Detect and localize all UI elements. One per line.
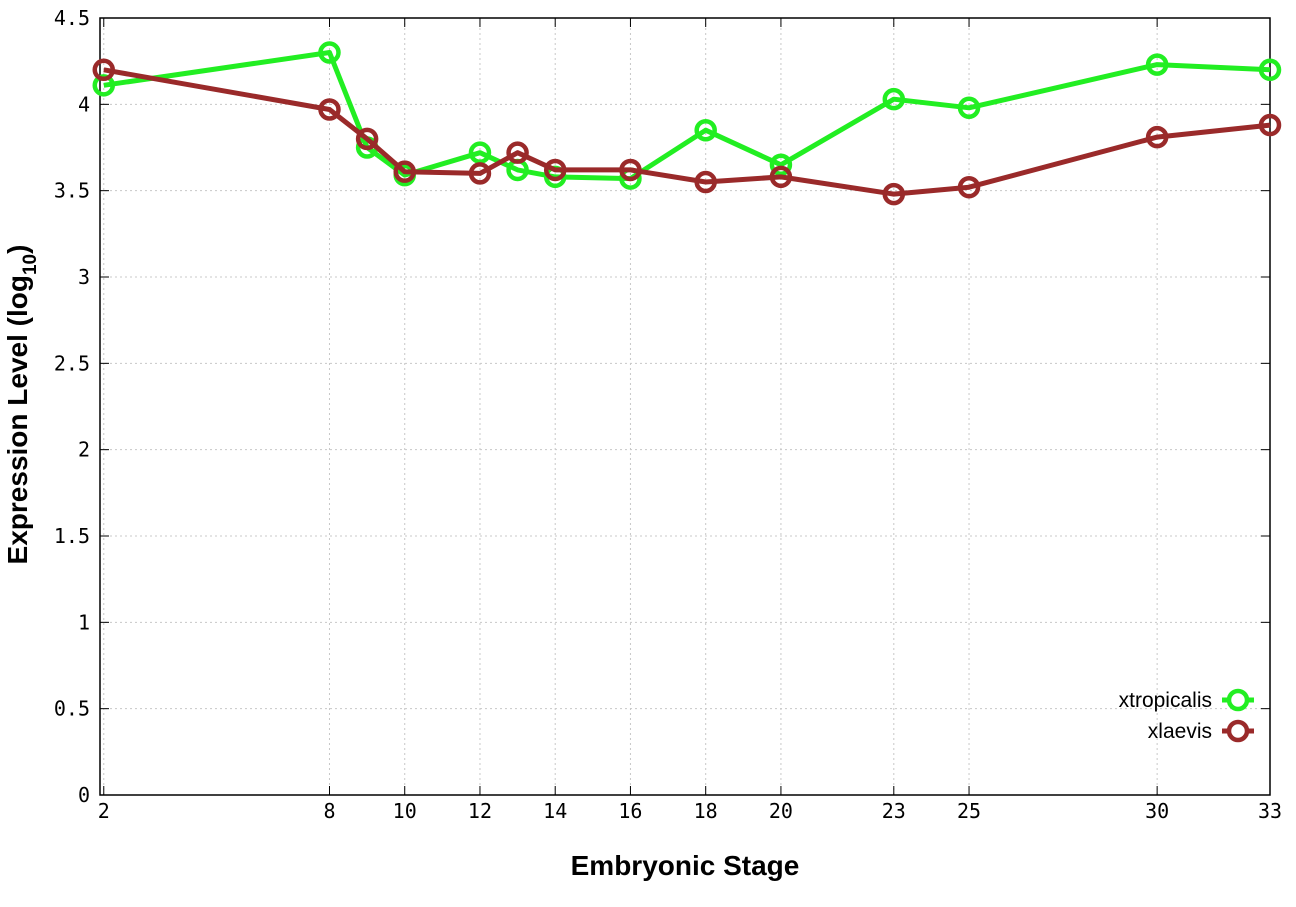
- legend-item: xtropicalis: [1119, 688, 1254, 712]
- y-tick-label: 3.5: [54, 179, 90, 203]
- legend-marker: [1226, 688, 1250, 712]
- data-point: [92, 58, 116, 82]
- series-line: [103, 50, 1271, 182]
- data-point: [957, 96, 981, 120]
- plot-frame: [99, 17, 1271, 796]
- x-tick-label: 14: [543, 799, 567, 823]
- data-point: [506, 141, 529, 164]
- data-point: [694, 170, 717, 194]
- series-lines: [92, 41, 1282, 206]
- legend-label: xlaevis: [1148, 720, 1212, 743]
- data-point: [393, 160, 416, 183]
- x-tick-label: 2: [98, 799, 110, 823]
- data-point: [694, 118, 717, 142]
- data-point: [1145, 125, 1169, 149]
- data-point: [1258, 113, 1282, 137]
- y-tick-label: 0: [78, 783, 90, 807]
- data-point: [543, 158, 567, 182]
- data-point: [318, 41, 341, 64]
- data-point: [769, 153, 793, 177]
- x-tick-label: 20: [769, 799, 793, 823]
- y-tick-label: 1.5: [54, 524, 90, 548]
- y-axis-title: Expression Level (log10): [2, 245, 41, 565]
- y-axis-title-subscript: 10: [20, 254, 41, 275]
- y-tick-label: 4: [78, 92, 90, 116]
- data-point: [1258, 58, 1282, 82]
- legend-item: xlaevis: [1148, 719, 1254, 743]
- data-point: [619, 158, 642, 182]
- y-axis-title-close: ): [2, 245, 33, 254]
- y-tick-label: 1: [78, 610, 90, 634]
- x-tick-label: 16: [618, 799, 642, 823]
- x-tick-label: 30: [1145, 799, 1169, 823]
- data-point: [318, 98, 341, 121]
- data-point: [882, 182, 906, 206]
- data-point: [882, 87, 906, 111]
- y-tick-label: 2: [78, 438, 90, 462]
- series-xlaevis: [92, 58, 1282, 206]
- x-tick-label: 10: [393, 799, 417, 823]
- y-tick-label: 0.5: [54, 697, 90, 721]
- legend-label: xtropicalis: [1119, 689, 1212, 712]
- series-xtropicalis: [92, 41, 1282, 190]
- x-tick-label: 23: [882, 799, 906, 823]
- y-tick-label: 3: [78, 265, 90, 289]
- series-line: [103, 67, 1271, 197]
- y-tick-label: 4.5: [54, 6, 90, 30]
- y-tick-label: 2.5: [54, 351, 90, 375]
- y-axis-title-main: Expression Level (log: [2, 275, 33, 564]
- data-point: [769, 165, 793, 189]
- data-point: [355, 127, 379, 151]
- data-point: [957, 175, 981, 199]
- data-point: [1145, 53, 1169, 76]
- legend-marker: [1226, 719, 1250, 743]
- data-point: [92, 74, 116, 97]
- x-tick-label: 8: [323, 799, 335, 823]
- data-point: [468, 141, 492, 164]
- x-tick-label: 18: [694, 799, 718, 823]
- x-tick-label: 12: [468, 799, 492, 823]
- x-tick-label: 25: [957, 799, 981, 823]
- x-axis-title: Embryonic Stage: [571, 850, 800, 881]
- legend: xtropicalis xlaevis: [1119, 688, 1254, 743]
- data-point: [468, 162, 492, 185]
- axis-ticks: 0 0.5 1 1.5 2 2.5 3 3.5 4 4.5 2 8 10 12 14 16 18 20 23 25 30…: [54, 6, 1282, 823]
- x-tick-label: 33: [1258, 799, 1282, 823]
- grid: [100, 18, 1270, 795]
